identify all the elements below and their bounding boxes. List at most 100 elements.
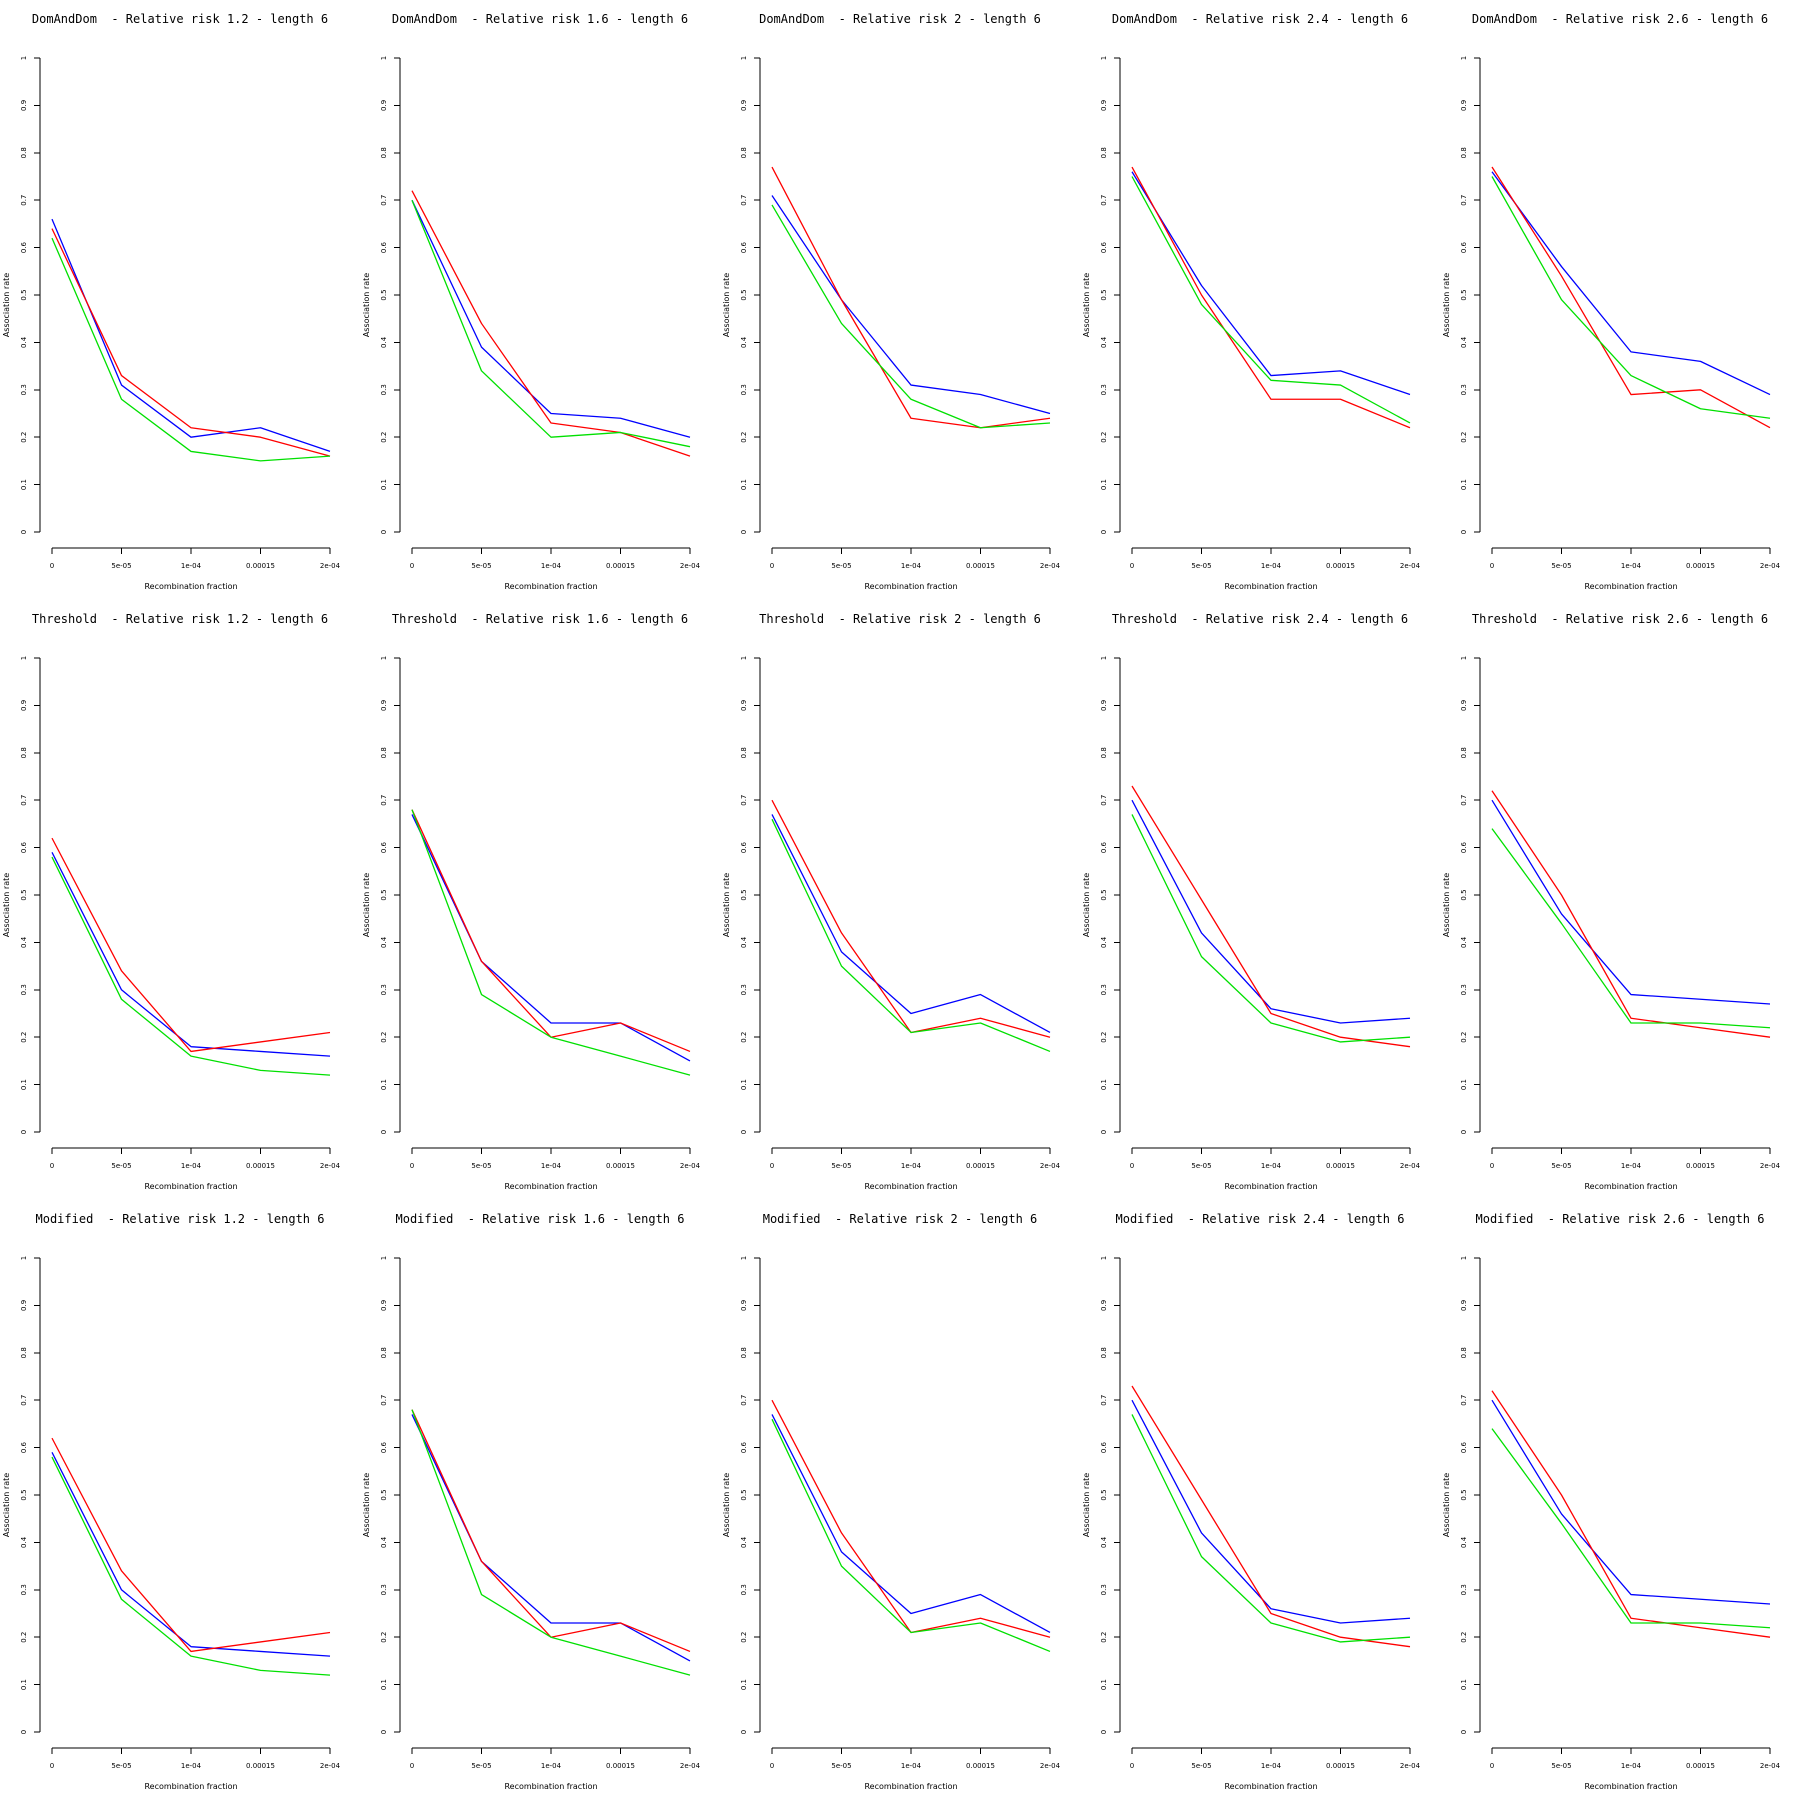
y-tick-label: 1 <box>1460 656 1468 660</box>
y-tick-label: 0.1 <box>380 1679 388 1690</box>
y-tick-label: 0.2 <box>1460 1632 1468 1643</box>
x-axis-label: Recombination fraction <box>144 582 237 591</box>
chart-panel: DomAndDom - Relative risk 2 - length 6 0 0… <box>720 0 1080 600</box>
x-tick-label: 0 <box>1130 1762 1134 1770</box>
x-tick-label: 0 <box>50 1162 54 1170</box>
x-axis-label: Recombination fraction <box>1224 1182 1317 1191</box>
y-tick-label: 0.4 <box>740 336 748 348</box>
series-line-green <box>1131 176 1411 424</box>
y-tick-label: 0 <box>20 1130 28 1134</box>
y-tick-label: 0.7 <box>1100 195 1108 206</box>
chart-panel: Threshold - Relative risk 1.2 - length 6… <box>0 600 360 1200</box>
x-tick-label: 1e-04 <box>541 562 562 570</box>
y-tick-label: 0.6 <box>740 841 748 853</box>
series-line-red <box>51 837 331 1053</box>
x-tick-label: 0 <box>50 562 54 570</box>
y-tick-label: 0.5 <box>380 1489 388 1500</box>
y-tick-label: 0 <box>740 1730 748 1734</box>
y-tick-label: 0.1 <box>1460 1679 1468 1690</box>
y-tick-label: 0.5 <box>380 289 388 300</box>
x-axis-label: Recombination fraction <box>1584 1182 1677 1191</box>
y-tick-label: 0.9 <box>740 100 748 111</box>
x-tick-label: 0 <box>770 1162 774 1170</box>
series-line-blue <box>771 195 1051 415</box>
y-tick-label: 1 <box>740 56 748 60</box>
y-tick-label: 1 <box>380 656 388 660</box>
x-tick-label: 1e-04 <box>541 1162 562 1170</box>
x-tick-label: 0 <box>1490 562 1494 570</box>
y-tick-label: 0.5 <box>380 889 388 900</box>
y-tick-label: 0.6 <box>1460 1441 1468 1453</box>
chart-panel: DomAndDom - Relative risk 1.6 - length 6… <box>360 0 720 600</box>
y-tick-label: 0.2 <box>1100 1632 1108 1643</box>
x-tick-label: 1e-04 <box>541 1762 562 1770</box>
x-tick-label: 0.00015 <box>1686 562 1715 570</box>
x-axis-label: Recombination fraction <box>1584 582 1677 591</box>
line-chart: DomAndDom - Relative risk 2 - length 6 0 0… <box>722 12 1061 591</box>
x-tick-label: 0.00015 <box>246 1162 275 1170</box>
y-tick-label: 0.8 <box>1100 1347 1108 1358</box>
y-tick-label: 0 <box>1100 530 1108 534</box>
y-axis-label: Association rate <box>2 873 11 937</box>
series-line-blue <box>411 1414 691 1662</box>
x-tick-label: 1e-04 <box>1261 562 1282 570</box>
series-line-red <box>1491 790 1771 1038</box>
y-tick-label: 0.1 <box>380 1079 388 1090</box>
y-tick-label: 0.9 <box>1100 1300 1108 1311</box>
chart-title: DomAndDom - Relative risk 1.6 - length 6 <box>392 12 688 26</box>
y-tick-label: 0.5 <box>1460 889 1468 900</box>
x-tick-label: 1e-04 <box>1261 1162 1282 1170</box>
y-tick-label: 0.2 <box>740 432 748 443</box>
y-axis-label: Association rate <box>2 1473 11 1537</box>
x-tick-label: 1e-04 <box>901 1762 922 1770</box>
y-tick-label: 0.2 <box>1100 1032 1108 1043</box>
x-tick-label: 5e-05 <box>471 562 491 570</box>
chart-title: Threshold - Relative risk 1.2 - length 6 <box>32 612 328 626</box>
y-tick-label: 0.8 <box>20 147 28 158</box>
y-tick-label: 0.3 <box>20 1584 28 1595</box>
y-tick-label: 0.6 <box>380 1441 388 1453</box>
line-chart: DomAndDom - Relative risk 2.4 - length 6… <box>1082 12 1421 591</box>
y-axis-label: Association rate <box>722 873 731 937</box>
x-tick-label: 5e-05 <box>1191 562 1211 570</box>
line-chart: Threshold - Relative risk 1.6 - length 6… <box>362 612 701 1191</box>
y-tick-label: 1 <box>740 656 748 660</box>
y-tick-label: 0.7 <box>740 795 748 806</box>
y-tick-label: 0.2 <box>740 1632 748 1643</box>
x-tick-label: 0 <box>410 1162 414 1170</box>
x-tick-label: 2e-04 <box>1760 1162 1781 1170</box>
series-line-blue <box>51 852 331 1057</box>
series-line-green <box>1491 828 1771 1029</box>
y-tick-label: 0.9 <box>20 1300 28 1311</box>
series-line-green <box>1491 1428 1771 1629</box>
y-tick-label: 1 <box>740 1256 748 1260</box>
series-line-red <box>771 166 1051 429</box>
y-tick-label: 0.8 <box>740 747 748 758</box>
chart-title: Modified - Relative risk 2 - length 6 <box>763 1212 1038 1226</box>
y-tick-label: 0.8 <box>1460 147 1468 158</box>
series-line-blue <box>771 814 1051 1034</box>
x-tick-label: 0.00015 <box>1326 562 1355 570</box>
y-tick-label: 0.3 <box>740 984 748 995</box>
x-tick-label: 2e-04 <box>320 1162 341 1170</box>
x-axis-label: Recombination fraction <box>144 1782 237 1791</box>
y-axis-label: Association rate <box>362 1473 371 1537</box>
y-axis-label: Association rate <box>362 873 371 937</box>
y-tick-label: 0.6 <box>20 841 28 853</box>
y-tick-label: 0.9 <box>740 1300 748 1311</box>
y-tick-label: 0.7 <box>20 195 28 206</box>
y-tick-label: 0.2 <box>1460 1032 1468 1043</box>
y-tick-label: 0.3 <box>1100 984 1108 995</box>
series-line-red <box>1131 1385 1411 1648</box>
x-axis-label: Recombination fraction <box>864 1782 957 1791</box>
series-line-green <box>411 809 691 1076</box>
y-tick-label: 0.5 <box>1100 289 1108 300</box>
y-tick-label: 0.4 <box>380 336 388 348</box>
y-axis-label: Association rate <box>1442 273 1451 337</box>
y-tick-label: 0.5 <box>20 289 28 300</box>
y-tick-label: 0 <box>1100 1130 1108 1134</box>
series-line-green <box>1131 1414 1411 1643</box>
y-tick-label: 0.2 <box>20 1032 28 1043</box>
y-tick-label: 0 <box>1460 1730 1468 1734</box>
chart-title: Modified - Relative risk 1.2 - length 6 <box>36 1212 325 1226</box>
